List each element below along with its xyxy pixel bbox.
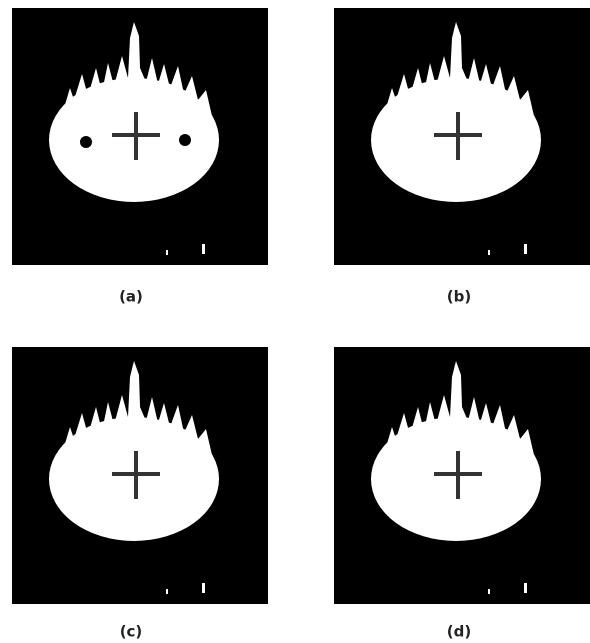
figure: (a) (b) (c) (d) xyxy=(0,0,590,643)
panel-a xyxy=(12,8,268,265)
panel-label: (b) xyxy=(447,288,471,306)
panel-d xyxy=(334,347,590,604)
image xyxy=(334,8,590,265)
dot xyxy=(80,136,92,148)
image xyxy=(334,347,590,604)
dot xyxy=(179,134,191,146)
panel-label: (d) xyxy=(447,623,471,641)
image xyxy=(12,347,268,604)
panel-b xyxy=(334,8,590,265)
image xyxy=(12,8,268,265)
panel-c xyxy=(12,347,268,604)
panel-label: (a) xyxy=(119,288,143,306)
panel-label: (c) xyxy=(120,623,143,641)
